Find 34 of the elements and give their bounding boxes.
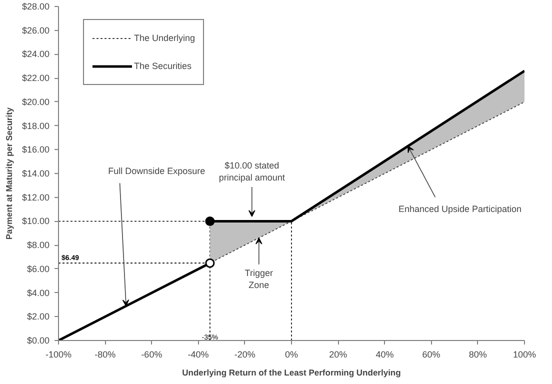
y-tick-label: $16.00 — [22, 144, 50, 155]
y-tick-label: $20.00 — [22, 96, 50, 107]
x-tick-label: -20% — [234, 350, 256, 360]
x-tick-label: -80% — [94, 350, 116, 360]
y-tick-label: $24.00 — [22, 49, 50, 60]
annotation: Full Downside Exposure — [108, 166, 206, 176]
y-tick-label: $8.00 — [26, 240, 50, 250]
annotation: Trigger Zone — [244, 268, 273, 290]
x-tick-label: 60% — [422, 350, 440, 360]
y-tick-label: $10.00 — [22, 216, 50, 226]
y-tick-label: $28.00 — [22, 2, 50, 12]
x-tick-label: -60% — [141, 350, 162, 360]
x-tick-label: 100% — [512, 350, 536, 360]
y-tick-label: $0.00 — [26, 336, 50, 346]
y-tick-label: $22.00 — [22, 73, 50, 84]
legend-label: The Underlying — [134, 33, 196, 43]
x-tick-label: 80% — [468, 350, 487, 360]
y-tick-label: $4.00 — [26, 288, 50, 298]
annotation: $10.00 stated principal amount — [218, 160, 286, 182]
x-tick-label: -100% — [45, 350, 72, 360]
x-axis-title: Underlying Return of the Least Performing Underlying — [182, 368, 401, 378]
x-tick-label: -40% — [188, 350, 209, 360]
x-tick-label: 20% — [329, 350, 348, 360]
x-tick-label: 0% — [284, 350, 298, 360]
y-tick-label: $14.00 — [22, 168, 50, 178]
y-tick-label: $2.00 — [26, 312, 50, 322]
y-axis-title: Payment at Maturity per Security — [4, 107, 14, 240]
x-tick-label: 40% — [376, 350, 394, 360]
annotation: Enhanced Upside Participation — [398, 204, 522, 214]
y-tick-label: $12.00 — [22, 192, 50, 202]
legend-label: The Securities — [134, 61, 192, 71]
y-tick-label: $6.00 — [26, 264, 50, 274]
y-tick-label: $26.00 — [22, 25, 50, 36]
y-tick-label: $18.00 — [22, 120, 50, 131]
